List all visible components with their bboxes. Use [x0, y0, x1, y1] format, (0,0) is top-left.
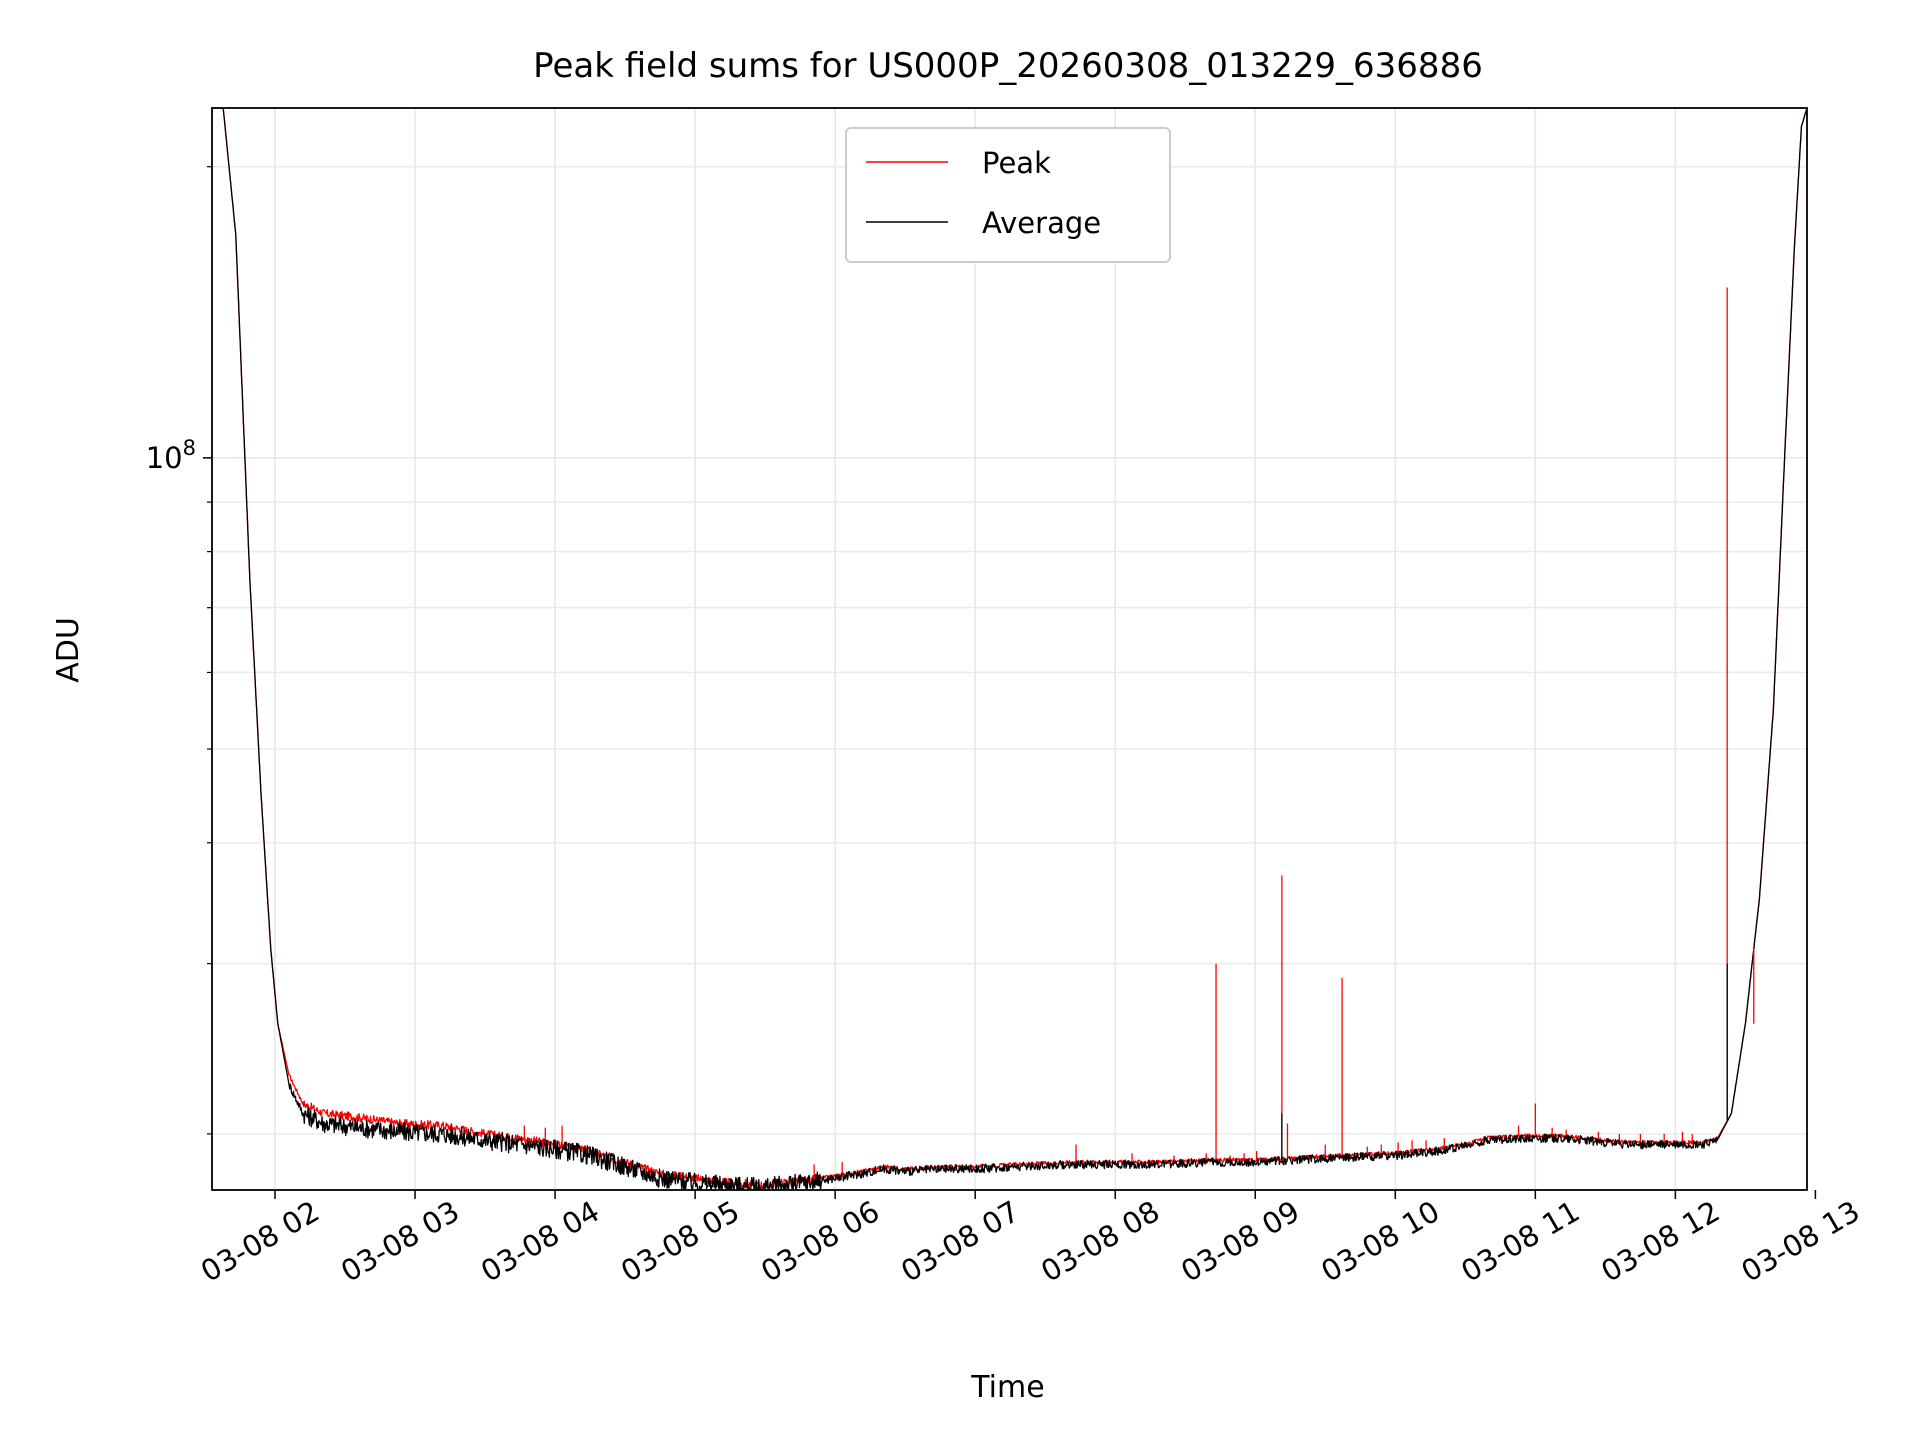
x-tick-label: 03-08 05: [615, 1194, 745, 1289]
y-tick-label-base: 10: [146, 441, 183, 475]
ticks: 03-08 02 03-08 03 03-08 04 03-08 05 03-08 06…: [146, 166, 1865, 1289]
x-tick-label: 03-08 06: [755, 1194, 885, 1289]
x-tick-label: 03-08 04: [475, 1194, 605, 1289]
axes-spines: [211, 107, 1808, 1191]
x-axis-label: Time: [970, 1370, 1044, 1405]
x-tick-label: 03-08 13: [1735, 1194, 1865, 1289]
x-tick-label: 03-08 02: [195, 1194, 325, 1289]
x-tick-label: 03-08 03: [335, 1194, 465, 1289]
y-tick-label: 108: [146, 436, 196, 475]
legend-label-average: Average: [982, 206, 1101, 240]
axes-frame: [211, 107, 1808, 1191]
series-group: [212, 108, 1807, 1190]
x-tick-label: 03-08 11: [1455, 1194, 1585, 1289]
x-tick-label: 03-08 08: [1035, 1194, 1165, 1289]
x-tick-label: 03-08 10: [1315, 1194, 1445, 1289]
x-tick-label: 03-08 12: [1595, 1194, 1725, 1289]
chart-title: Peak field sums for US000P_20260308_0132…: [533, 46, 1483, 86]
series-line-peak: [212, 108, 1807, 1190]
y-tick-label-exponent: 8: [183, 436, 196, 460]
series-line-average: [212, 108, 1807, 1190]
x-tick-label: 03-08 07: [895, 1194, 1025, 1289]
y-axis-label: ADU: [51, 617, 86, 683]
legend-label-peak: Peak: [982, 146, 1051, 180]
series-layer: [212, 108, 1807, 1190]
legend: Peak Average: [845, 127, 1171, 263]
x-tick-label: 03-08 09: [1175, 1194, 1305, 1289]
grid: [212, 108, 1807, 1190]
